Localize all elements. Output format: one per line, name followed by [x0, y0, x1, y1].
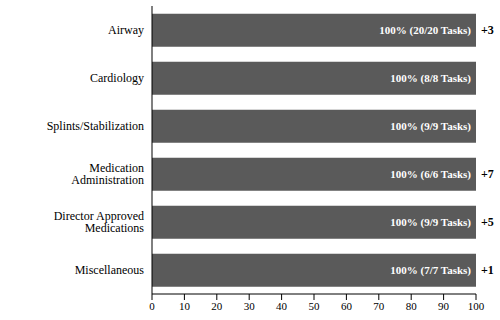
svg-text:60: 60 [341, 300, 353, 312]
svg-text:10: 10 [179, 300, 191, 312]
svg-text:70: 70 [373, 300, 385, 312]
svg-text:+5: +5 [481, 215, 492, 229]
svg-text:80: 80 [406, 300, 418, 312]
svg-text:100: 100 [468, 300, 485, 312]
svg-text:+1: +1 [481, 263, 492, 277]
svg-text:Director ApprovedMedications: Director ApprovedMedications [54, 209, 145, 235]
svg-text:MedicationAdministration: MedicationAdministration [71, 161, 144, 187]
svg-text:Airway: Airway [108, 23, 144, 37]
svg-text:100% (6/6 Tasks): 100% (6/6 Tasks) [390, 168, 471, 181]
svg-text:Cardiology: Cardiology [90, 71, 144, 85]
svg-text:50: 50 [309, 300, 321, 312]
svg-text:100% (9/9 Tasks): 100% (9/9 Tasks) [390, 216, 471, 229]
svg-text:20: 20 [211, 300, 223, 312]
svg-text:0: 0 [149, 300, 155, 312]
svg-text:+3: +3 [481, 23, 492, 37]
svg-text:100% (7/7 Tasks): 100% (7/7 Tasks) [390, 264, 471, 277]
svg-text:Miscellaneous: Miscellaneous [75, 263, 145, 277]
svg-text:+7: +7 [481, 167, 492, 181]
svg-text:Splints/Stabilization: Splints/Stabilization [47, 119, 144, 133]
svg-text:100% (20/20 Tasks): 100% (20/20 Tasks) [379, 24, 471, 37]
svg-text:30: 30 [244, 300, 256, 312]
svg-text:40: 40 [276, 300, 288, 312]
svg-text:90: 90 [438, 300, 450, 312]
svg-text:100% (8/8 Tasks): 100% (8/8 Tasks) [390, 72, 471, 85]
svg-text:100% (9/9 Tasks): 100% (9/9 Tasks) [390, 120, 471, 133]
